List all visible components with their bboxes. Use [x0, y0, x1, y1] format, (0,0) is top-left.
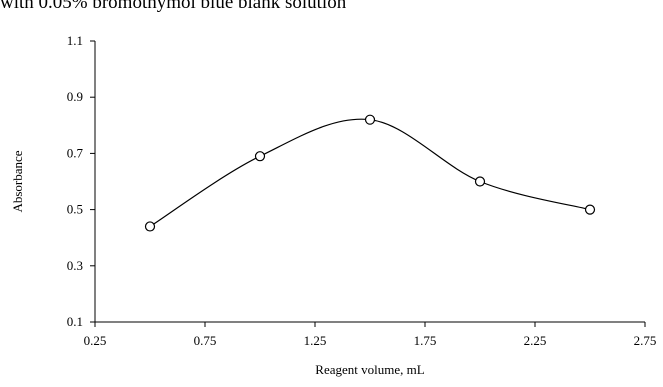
ticks: 0.1 0.3 0.5 0.7 0.9 1.1 0.25 0.75 1.25 1.75 2.25 2.… [67, 33, 657, 348]
x-axis-title: Reagent volume, mL [315, 362, 424, 377]
y-tick-label: 0.1 [67, 314, 83, 329]
y-tick-label: 1.1 [67, 33, 83, 48]
x-tick-label: 0.25 [84, 333, 107, 348]
y-tick-label: 0.9 [67, 89, 83, 104]
x-tick-label: 2.75 [634, 333, 657, 348]
x-tick-label: 1.75 [414, 333, 437, 348]
series [144, 114, 596, 232]
x-tick-label: 1.25 [304, 333, 327, 348]
data-point-marker [144, 221, 156, 232]
data-point-marker [254, 151, 266, 162]
y-tick-label: 0.7 [67, 145, 84, 160]
y-tick-label: 0.5 [67, 202, 83, 217]
series-line [149, 118, 591, 227]
axes [94, 41, 645, 323]
y-axis-title: Absorbance [10, 150, 25, 212]
data-point-marker [364, 114, 376, 125]
data-point-marker [584, 204, 596, 215]
data-point-marker [474, 176, 486, 187]
x-tick-label: 0.75 [194, 333, 217, 348]
chart-title: with 0.05% bromothymol blue blank soluti… [0, 0, 347, 13]
y-tick-label: 0.3 [67, 258, 83, 273]
x-tick-label: 2.25 [524, 333, 547, 348]
